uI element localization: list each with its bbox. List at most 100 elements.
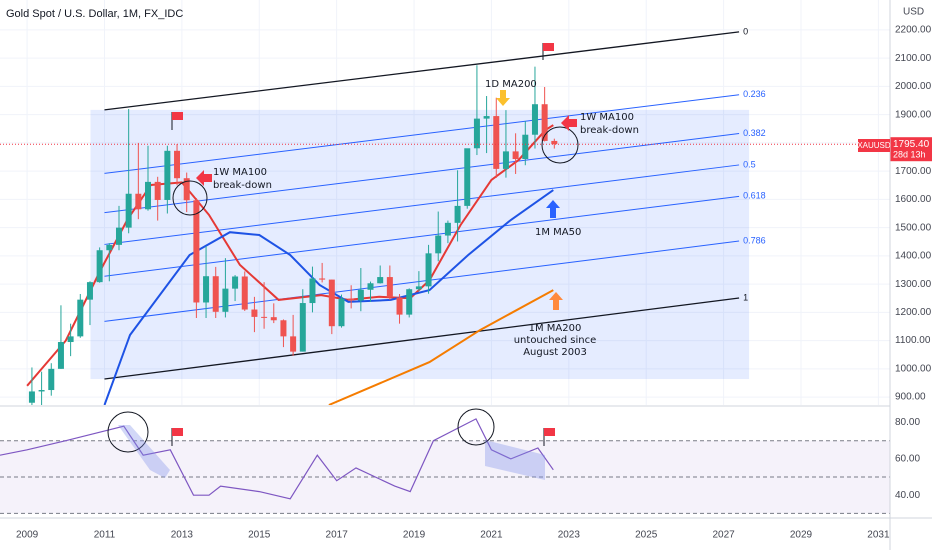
candle-body [299,303,306,352]
candle-body [77,299,84,337]
annotation: 1M MA50 [535,227,581,238]
candle-body [86,282,93,300]
candle-body [261,316,268,318]
candle-body [522,134,529,160]
flag [543,428,555,446]
y-tick-label: 2200.00 [895,25,932,36]
arrow [496,90,510,106]
rsi-divergence [118,425,170,478]
candle-body [67,336,74,343]
y-tick-label: 60.00 [895,454,920,465]
candle-body [212,276,219,312]
y-tick-label: 1100.00 [895,335,931,346]
y-tick-label: 1400.00 [895,251,932,262]
highlight-circle [457,408,495,446]
y-tick-label: 1300.00 [895,279,932,290]
symbol-tag [858,139,890,152]
flag [171,428,183,446]
candle-body [473,118,480,149]
candle-body [125,193,132,228]
chart-title: Gold Spot / U.S. Dollar, 1M, FX_IDC [6,8,183,20]
annotation: break-down [580,125,639,136]
candle-body [106,244,113,251]
candle-body [377,277,384,284]
highlight-circle [107,411,149,453]
candle-body [290,336,297,352]
price-tag [890,137,932,162]
annotations: 1W MA100 break-down 1D MA200 1W MA100 br… [107,43,639,480]
fib-label: 0 [743,26,748,36]
annotation: 1W MA100 [580,112,634,123]
candle-body [396,297,403,315]
flag [542,43,554,60]
y-tick-label: 1900.00 [895,109,932,120]
candle-body [174,150,181,179]
candle-body [406,289,413,315]
candle-body [222,288,229,312]
x-tick-label: 2017 [326,530,349,541]
y-tick-label: 2000.00 [895,81,932,92]
candle-body [502,151,509,169]
candle-body [57,342,64,369]
candle-body [464,148,471,206]
candle-body [203,276,210,303]
annotation: 1M MA200 [529,323,582,334]
fib-label: 1 [743,292,748,302]
candle-body [454,205,461,223]
x-tick-label: 2009 [16,530,39,541]
rsi-line [0,418,554,500]
candle-body [551,140,558,145]
candle-body [483,116,490,119]
fib-line [104,195,740,277]
highlight-circle [172,180,208,216]
candle-body [38,390,45,392]
x-tick-label: 2029 [790,530,813,541]
candle-body [319,278,326,280]
x-tick-label: 2015 [248,530,271,541]
candle-body [28,391,35,403]
candle-body [512,151,519,160]
highlight-circle [541,126,579,164]
candle-body [251,309,258,317]
candle-body [435,235,442,254]
fib-line [104,31,740,111]
price-pane: 0 0.236 0.382 0.5 0.618 0.786 1 [0,0,890,405]
arrow [549,292,563,310]
x-tick-label: 2013 [171,530,194,541]
fib-background [90,109,750,380]
candle-body [367,283,374,290]
price-label: 1795.40 [893,139,930,150]
y-tick-label: 1700.00 [895,166,932,177]
y-axis-label: USD [903,7,924,18]
annotation: August 2003 [523,347,587,358]
fib-line [104,240,740,322]
candle-body [338,298,345,327]
candle-body [232,276,239,289]
candle-body [357,289,364,301]
candle-body [493,116,500,169]
moving-average [103,189,554,405]
axes: 2009 2011 2013 2015 2017 2019 2021 2023 2025 2027… [16,25,932,541]
candle-body [444,222,451,236]
candle-body [48,368,55,391]
candle-body [164,150,171,200]
y-tick-label: 1500.00 [895,222,932,233]
candle-body [241,276,248,310]
x-tick-label: 2011 [94,530,116,541]
candle-body [183,178,190,201]
candle-body [309,278,316,304]
candle-body [328,279,335,327]
y-tick-label: 1000.00 [895,363,932,374]
fib-label: 0.236 [743,89,766,99]
candle-body [115,227,122,245]
y-tick-label: 900.00 [895,392,926,403]
candle-body [386,277,393,298]
candle-body [531,104,538,135]
annotation: 1D MA200 [485,79,537,90]
y-tick-label: 1200.00 [895,307,932,318]
candle-body [425,253,432,287]
y-tick-label: 2100.00 [895,53,932,64]
flag [171,112,183,130]
y-tick-label: 40.00 [895,490,920,501]
y-tick-label: 80.00 [895,417,920,428]
